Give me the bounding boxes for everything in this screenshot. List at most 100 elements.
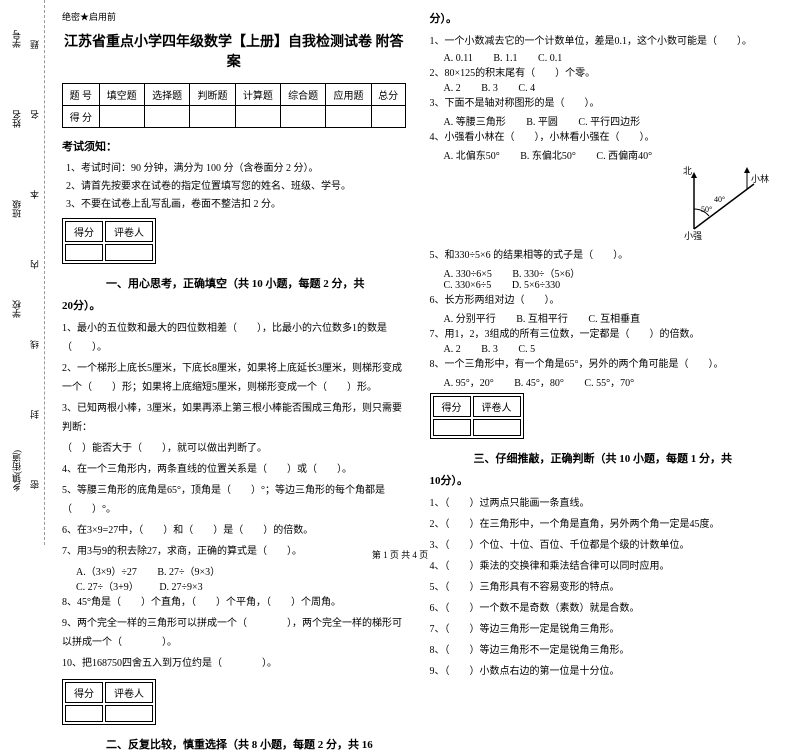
rubric-box-1: 得分 评卷人 bbox=[62, 218, 156, 264]
score-col-6: 应用题 bbox=[326, 84, 371, 106]
q1-1: 1、最小的五位数和最大的四位数相差（ ），比最小的六位数多1的数是（ ）。 bbox=[62, 319, 406, 357]
notice-list: 1、考试时间：90 分钟，满分为 100 分（含卷面分 2 分）。 2、请首先按… bbox=[66, 160, 406, 214]
diagram-xiaoqiang: 小强 bbox=[684, 231, 702, 241]
score-row-label: 得 分 bbox=[63, 106, 100, 128]
q2-6: 6、长方形两组对边（ ）。 bbox=[430, 291, 774, 310]
q2-4: 4、小强看小林在（ ），小林看小强在（ ）。 bbox=[430, 128, 774, 147]
q2-1-opts: A. 0.11 B. 1.1 C. 0.1 bbox=[444, 53, 774, 64]
page-content: 绝密★启用前 江苏省重点小学四年级数学【上册】自我检测试卷 附答案 题 号 填空… bbox=[0, 0, 800, 545]
q2-3-opts: A. 等腰三角形 B. 平圆 C. 平行四边形 bbox=[444, 113, 774, 128]
q3-9: 9、（ ）小数点右边的第一位是十分位。 bbox=[430, 662, 774, 681]
rubric-box-2: 得分 评卷人 bbox=[62, 679, 156, 725]
diagram-north: 北 bbox=[683, 166, 692, 176]
section2-head: 二、反复比较，慎重选择（共 8 小题，每题 2 分，共 16 bbox=[62, 736, 406, 752]
score-col-4: 计算题 bbox=[235, 84, 280, 106]
rubric-box-3: 得分 评卷人 bbox=[430, 393, 524, 439]
q1-7-b: B. 27÷（9×3） bbox=[157, 563, 220, 578]
q1-2: 2、一个梯形上底长5厘米，下底长8厘米，如果将上底延长3厘米，则梯形变成一个（ … bbox=[62, 359, 406, 397]
q2-8: 8、一个三角形中，有一个角是65°，另外的两个角可能是（ ）。 bbox=[430, 355, 774, 374]
rubric-score-3: 得分 bbox=[433, 396, 471, 417]
q3-1: 1、（ ）过两点只能画一条直线。 bbox=[430, 494, 774, 513]
q2-7-opts: A. 2 B. 3 C. 5 bbox=[444, 344, 774, 355]
score-col-2: 选择题 bbox=[144, 84, 189, 106]
q2-5: 5、和330÷5×6 的结果相等的式子是（ ）。 bbox=[430, 246, 774, 265]
section3-cont: 10分）。 bbox=[430, 472, 774, 488]
margin-dash-2: 本 bbox=[28, 190, 41, 199]
margin-dash-1: 名 bbox=[28, 110, 41, 119]
q2-3: 3、下面不是轴对称图形的是（ ）。 bbox=[430, 94, 774, 113]
q2-4-opts: A. 北偏东50° B. 东偏北50° C. 西偏南40° bbox=[444, 147, 774, 162]
q1-4: 4、在一个三角形内，两条直线的位置关系是（ ）或（ ）。 bbox=[62, 460, 406, 479]
notice-3: 3、不要在试卷上乱写乱画，卷面不整洁扣 2 分。 bbox=[66, 196, 406, 214]
q2-7: 7、用1，2，3组成的所有三位数，一定都是（ ）的倍数。 bbox=[430, 325, 774, 344]
q3-7: 7、（ ）等边三角形一定是锐角三角形。 bbox=[430, 620, 774, 639]
notice-1: 1、考试时间：90 分钟，满分为 100 分（含卷面分 2 分）。 bbox=[66, 160, 406, 178]
score-col-7: 总分 bbox=[371, 84, 405, 106]
rubric-marker: 评卷人 bbox=[105, 221, 153, 242]
column-left: 绝密★启用前 江苏省重点小学四年级数学【上册】自我检测试卷 附答案 题 号 填空… bbox=[50, 10, 418, 545]
margin-dash-0: 题 bbox=[28, 40, 41, 49]
notice-2: 2、请首先按要求在试卷的指定位置填写您的姓名、班级、学号。 bbox=[66, 178, 406, 196]
margin-dash-4: 线 bbox=[28, 340, 41, 349]
column-right: 分）。 1、一个小数减去它的一个计数单位，差是0.1，这个小数可能是（ ）。 A… bbox=[418, 10, 786, 545]
score-col-3: 判断题 bbox=[190, 84, 235, 106]
q2-5-opts: A. 330÷6×5 B. 330÷（5×6） C. 330×6÷5 D. 5×… bbox=[444, 265, 774, 291]
diagram-50: 50° bbox=[701, 205, 712, 214]
q1-10: 10、把168750四舍五入到万位约是（ ）。 bbox=[62, 654, 406, 673]
q1-7-d: D. 27÷9×3 bbox=[159, 582, 202, 593]
q1-9: 9、两个完全一样的三角形可以拼成一个（ ），两个完全一样的梯形可以拼成一个（ ）… bbox=[62, 614, 406, 652]
q2-8-opts: A. 95°，20° B. 45°，80° C. 55°，70° bbox=[444, 374, 774, 389]
section1-head: 一、用心思考，正确填空（共 10 小题，每题 2 分，共 bbox=[62, 275, 406, 291]
margin-label-school: 学校 bbox=[10, 300, 23, 318]
q3-2: 2、（ ）在三角形中，一个角是直角，另外两个角一定是45度。 bbox=[430, 515, 774, 534]
margin-dash-6: 密 bbox=[28, 480, 41, 489]
score-value-row: 得 分 bbox=[63, 106, 406, 128]
score-col-0: 题 号 bbox=[63, 84, 100, 106]
q1-3b: （ ）能否大于（ ），就可以做出判断了。 bbox=[62, 439, 406, 458]
q2-list: 1、一个小数减去它的一个计数单位，差是0.1，这个小数可能是（ ）。 bbox=[430, 32, 774, 51]
margin-label-class: 班级 bbox=[10, 200, 23, 218]
score-header-row: 题 号 填空题 选择题 判断题 计算题 综合题 应用题 总分 bbox=[63, 84, 406, 106]
score-table: 题 号 填空题 选择题 判断题 计算题 综合题 应用题 总分 得 分 bbox=[62, 83, 406, 128]
margin-label-id: 学号 bbox=[10, 30, 23, 48]
q3-6: 6、（ ）一个数不是奇数（素数）就是合数。 bbox=[430, 599, 774, 618]
q1-7-a: A.（3×9）÷27 bbox=[76, 563, 137, 578]
margin-dash-3: 内 bbox=[28, 260, 41, 269]
q3-8: 8、（ ）等边三角形不一定是锐角三角形。 bbox=[430, 641, 774, 660]
q1-list2: 8、45°角是（ ）个直角，（ ）个平角，（ ）个周角。 9、两个完全一样的三角… bbox=[62, 593, 406, 673]
diagram-40: 40° bbox=[714, 195, 725, 204]
rubric-marker-3: 评卷人 bbox=[473, 396, 521, 417]
score-col-5: 综合题 bbox=[281, 84, 326, 106]
q1-8: 8、45°角是（ ）个直角，（ ）个平角，（ ）个周角。 bbox=[62, 593, 406, 612]
secrecy-label: 绝密★启用前 bbox=[62, 10, 406, 23]
rubric-marker-2: 评卷人 bbox=[105, 682, 153, 703]
section2-cont: 分）。 bbox=[430, 10, 774, 26]
q1-5: 5、等腰三角形的底角是65°，顶角是（ ）°；等边三角形的每个角都是（ ）°。 bbox=[62, 481, 406, 519]
rubric-score: 得分 bbox=[65, 221, 103, 242]
q1-3: 3、已知两根小棒，3厘米，如果再添上第三根小棒能否围成三角形，则只需要判断： bbox=[62, 399, 406, 437]
q3-5: 5、（ ）三角形具有不容易变形的特点。 bbox=[430, 578, 774, 597]
q1-6: 6、在3×9=27中，（ ）和（ ）是（ ）的倍数。 bbox=[62, 521, 406, 540]
section3-head: 三、仔细推敲，正确判断（共 10 小题，每题 1 分，共 bbox=[430, 450, 774, 466]
q1-7-opts: A.（3×9）÷27 B. 27÷（9×3） C. 27÷（3+9） D. 27… bbox=[76, 563, 406, 593]
q3-list: 1、（ ）过两点只能画一条直线。 2、（ ）在三角形中，一个角是直角，另外两个角… bbox=[430, 494, 774, 681]
q2-1: 1、一个小数减去它的一个计数单位，差是0.1，这个小数可能是（ ）。 bbox=[430, 32, 774, 51]
section1-cont: 20分）。 bbox=[62, 297, 406, 313]
q1-list: 1、最小的五位数和最大的四位数相差（ ），比最小的六位数多1的数是（ ）。 2、… bbox=[62, 319, 406, 561]
q1-7-c: C. 27÷（3+9） bbox=[76, 578, 139, 593]
binding-margin: 学号 姓名 班级 学校 乡镇(街道) 题 名 本 内 线 封 密 bbox=[0, 0, 45, 545]
q2-6-opts: A. 分别平行 B. 互相平行 C. 互相垂直 bbox=[444, 310, 774, 325]
page-footer: 第 1 页 共 4 页 bbox=[0, 548, 800, 561]
diagram-xiaolin: 小林 bbox=[751, 173, 769, 184]
q2-2: 2、80×125的积末尾有（ ）个零。 bbox=[430, 64, 774, 83]
exam-title: 江苏省重点小学四年级数学【上册】自我检测试卷 附答案 bbox=[62, 31, 406, 71]
margin-dash-5: 封 bbox=[28, 410, 41, 419]
margin-label-town: 乡镇(街道) bbox=[10, 450, 23, 492]
margin-label-name: 姓名 bbox=[10, 110, 23, 128]
compass-diagram: 北 小林 50° 40° 小强 bbox=[679, 164, 769, 244]
q2-2-opts: A. 2 B. 3 C. 4 bbox=[444, 83, 774, 94]
diagram-svg: 北 小林 50° 40° 小强 bbox=[679, 164, 769, 244]
score-col-1: 填空题 bbox=[99, 84, 144, 106]
notice-title: 考试须知： bbox=[62, 138, 406, 154]
rubric-score-2: 得分 bbox=[65, 682, 103, 703]
